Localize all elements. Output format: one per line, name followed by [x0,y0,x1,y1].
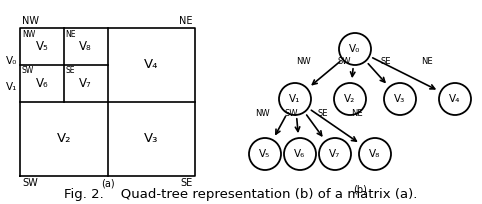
Circle shape [439,83,471,115]
Text: V₁: V₁ [289,94,301,104]
Circle shape [334,83,366,115]
Text: V₁: V₁ [6,82,17,92]
Text: NW: NW [22,16,39,26]
Circle shape [319,138,351,170]
Text: V₄: V₄ [144,59,159,71]
Text: NW: NW [295,57,310,66]
Text: SE: SE [181,178,193,188]
Text: V₆: V₆ [36,77,48,90]
Text: NW: NW [22,30,35,39]
Text: V₄: V₄ [449,94,461,104]
Text: V₅: V₅ [259,149,270,159]
Text: NE: NE [66,30,76,39]
Text: (a): (a) [101,178,114,188]
Text: SW: SW [285,110,298,119]
Text: SE: SE [380,57,391,66]
Text: V₂: V₂ [344,94,356,104]
Circle shape [284,138,316,170]
Text: SW: SW [22,66,34,75]
Text: V₀: V₀ [349,44,361,54]
Circle shape [339,33,371,65]
Text: V₇: V₇ [79,77,92,90]
Text: V₇: V₇ [329,149,341,159]
Text: SE: SE [318,110,328,119]
Circle shape [249,138,281,170]
Text: (b): (b) [353,184,367,194]
Text: V₃: V₃ [144,133,159,145]
Text: NE: NE [351,110,363,119]
Text: V₆: V₆ [295,149,306,159]
Text: V₈: V₈ [369,149,381,159]
Text: V₅: V₅ [36,40,48,53]
Circle shape [279,83,311,115]
Circle shape [359,138,391,170]
Text: SW: SW [22,178,38,188]
Circle shape [384,83,416,115]
Text: V₃: V₃ [394,94,406,104]
Text: SW: SW [338,57,351,66]
Text: V₀: V₀ [6,55,17,65]
Text: V₂: V₂ [56,133,71,145]
Text: NE: NE [421,57,433,66]
Text: SE: SE [66,66,75,75]
Text: NW: NW [254,110,269,119]
Text: NE: NE [179,16,193,26]
Text: Fig. 2.    Quad-tree representation (b) of a matrix (a).: Fig. 2. Quad-tree representation (b) of … [64,188,418,201]
Text: V₈: V₈ [80,40,92,53]
